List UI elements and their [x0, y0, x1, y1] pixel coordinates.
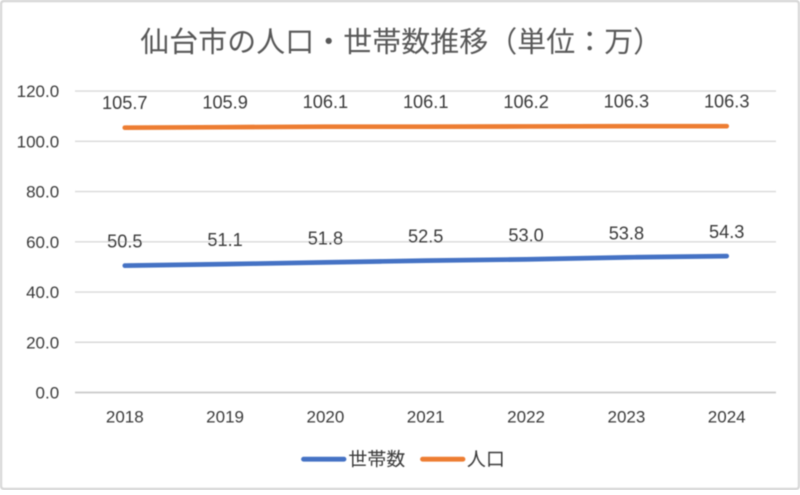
svg-text:120.0: 120.0 [17, 82, 60, 101]
svg-text:2021: 2021 [407, 408, 445, 427]
svg-text:2020: 2020 [306, 408, 344, 427]
svg-text:51.1: 51.1 [207, 230, 242, 250]
svg-text:106.2: 106.2 [503, 92, 549, 112]
svg-text:20.0: 20.0 [26, 333, 59, 352]
svg-text:0.0: 0.0 [36, 384, 60, 403]
svg-text:40.0: 40.0 [26, 283, 59, 302]
svg-text:2022: 2022 [507, 408, 545, 427]
svg-text:53.0: 53.0 [508, 225, 543, 245]
svg-text:60.0: 60.0 [26, 233, 59, 252]
svg-text:105.9: 105.9 [202, 93, 248, 113]
svg-text:80.0: 80.0 [26, 183, 59, 202]
svg-text:52.5: 52.5 [408, 227, 443, 247]
svg-text:106.3: 106.3 [604, 92, 650, 112]
svg-text:2023: 2023 [607, 408, 645, 427]
svg-text:105.7: 105.7 [102, 93, 148, 113]
svg-text:2024: 2024 [708, 408, 746, 427]
svg-text:100.0: 100.0 [17, 132, 60, 151]
svg-text:50.5: 50.5 [107, 232, 142, 252]
svg-text:54.3: 54.3 [709, 222, 744, 242]
svg-text:2018: 2018 [106, 408, 144, 427]
svg-text:53.8: 53.8 [609, 223, 644, 243]
svg-text:2019: 2019 [206, 408, 244, 427]
svg-text:106.1: 106.1 [303, 92, 349, 112]
svg-text:106.1: 106.1 [403, 92, 449, 112]
svg-text:51.8: 51.8 [308, 228, 343, 248]
svg-text:106.3: 106.3 [704, 92, 750, 112]
